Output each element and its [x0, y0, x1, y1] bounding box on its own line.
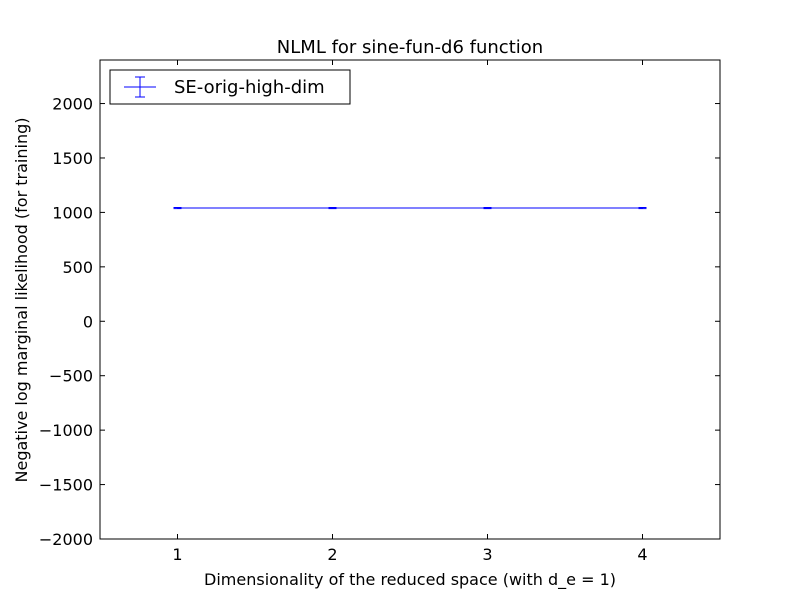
- y-tick-label: −1000: [39, 421, 93, 440]
- y-tick-label: 500: [62, 258, 93, 277]
- x-tick-label: 1: [172, 545, 182, 564]
- x-tick-label: 3: [482, 545, 492, 564]
- plot-frame: [99, 59, 721, 540]
- legend-label-se-orig-high-dim: SE-orig-high-dim: [174, 77, 325, 98]
- y-tick-label: 1000: [52, 203, 93, 222]
- x-axis-label: Dimensionality of the reduced space (wit…: [204, 570, 616, 590]
- plot-area: 1 2 3 4 −2000 −1500 −1000 −500 0 500 1000 1500 2000: [39, 60, 720, 564]
- x-tick-label: 4: [637, 545, 647, 564]
- x-tick-label: 2: [327, 545, 337, 564]
- y-tick-label: 2000: [52, 95, 93, 114]
- y-tick-label: −500: [49, 367, 93, 386]
- legend: SE-orig-high-dim: [109, 69, 351, 105]
- y-axis-label: Negative log marginal likelihood (for tr…: [12, 118, 31, 483]
- y-tick-label: −2000: [39, 530, 93, 549]
- chart-title: NLML for sine-fun-d6 function: [277, 37, 543, 58]
- legend-errorbar-marker: [124, 76, 156, 98]
- y-tick-label: −1500: [39, 476, 93, 495]
- y-tick-label: 0: [83, 312, 93, 331]
- y-tick-label: 1500: [52, 149, 93, 168]
